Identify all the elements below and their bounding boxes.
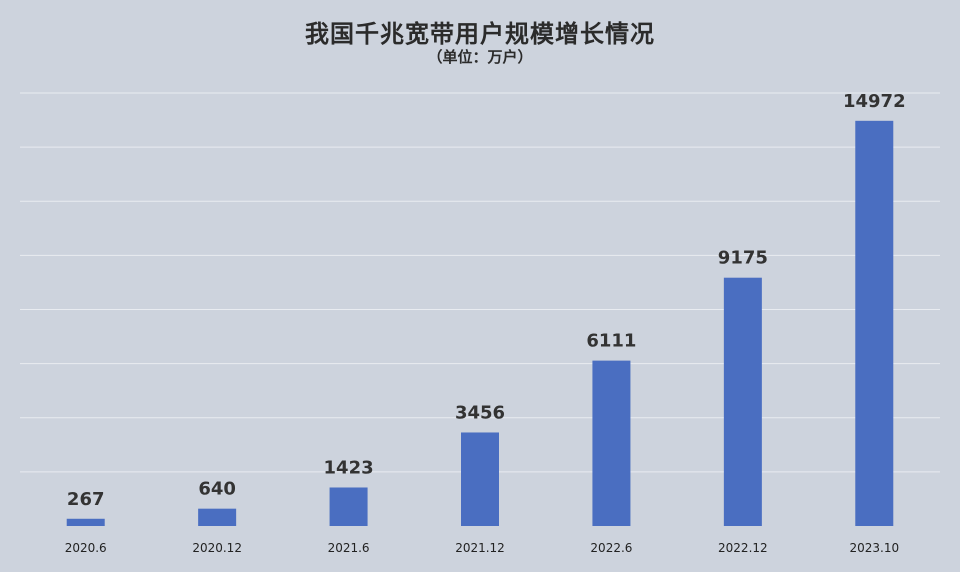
- bar-2021.6: [329, 487, 368, 526]
- data-label-2021.12: 3456: [455, 402, 505, 423]
- x-tick-label-2021.6: 2021.6: [328, 541, 370, 555]
- data-label-2020.6: 267: [67, 489, 105, 510]
- x-tick-label-2023.10: 2023.10: [849, 541, 899, 555]
- x-tick-label-2020.12: 2020.12: [192, 541, 242, 555]
- x-tick-label-2022.12: 2022.12: [718, 541, 768, 555]
- value-labels: 267 640 1423 3456 6111 9175 14972: [67, 91, 906, 510]
- data-label-2022.6: 6111: [586, 331, 636, 352]
- x-tick-label-2021.12: 2021.12: [455, 541, 505, 555]
- data-label-2020.12: 640: [198, 479, 236, 500]
- data-label-2022.12: 9175: [718, 248, 768, 269]
- bar-2020.6: [66, 518, 105, 526]
- chart-subtitle: （单位：万户）: [427, 48, 533, 66]
- bar-2022.12: [723, 277, 762, 526]
- data-label-2021.6: 1423: [324, 457, 374, 478]
- x-axis-tick-labels: 2020.6 2020.12 2021.6 2021.12 2022.6 2022.12 2…: [65, 541, 899, 555]
- bar-2021.12: [461, 432, 499, 526]
- x-tick-label-2020.6: 2020.6: [65, 541, 107, 555]
- x-tick-label-2022.6: 2022.6: [590, 541, 632, 555]
- bars: [66, 120, 894, 526]
- data-label-2023.10: 14972: [843, 91, 906, 112]
- bar-2023.10: [855, 120, 894, 526]
- bar-2022.6: [592, 360, 631, 526]
- chart-title: 我国千兆宽带用户规模增长情况: [305, 20, 655, 48]
- bar-2020.12: [198, 508, 237, 526]
